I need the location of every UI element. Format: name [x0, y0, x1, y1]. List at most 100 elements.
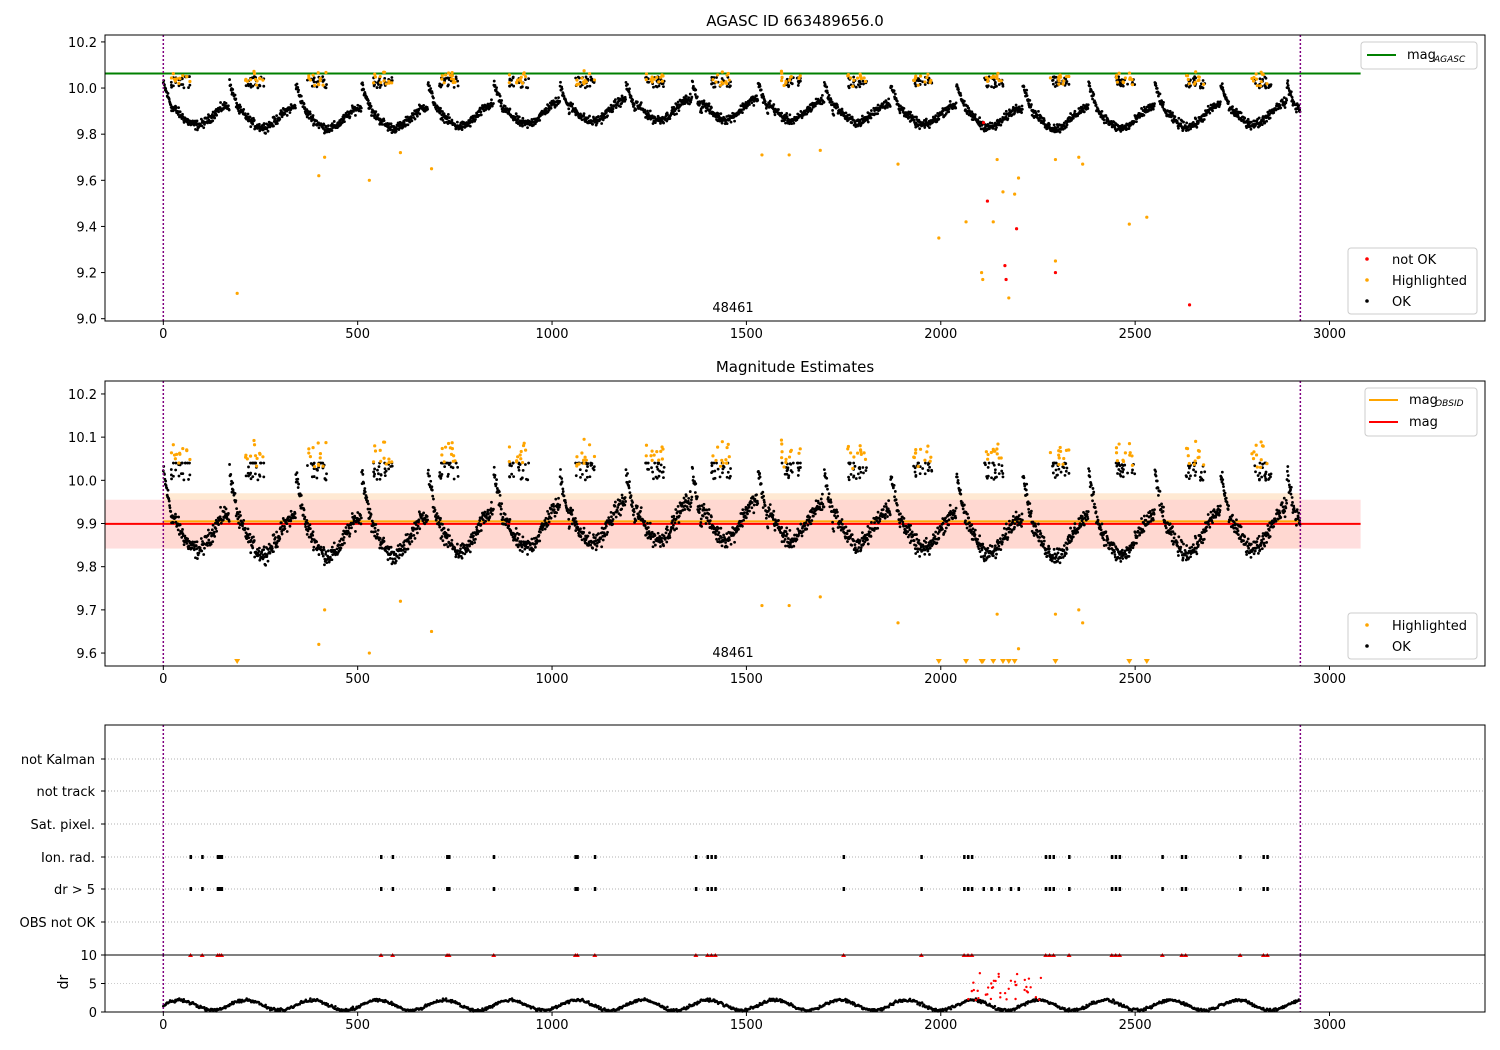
ok-point: [859, 82, 863, 86]
ok-point: [398, 126, 402, 130]
ok-point: [978, 116, 982, 120]
highlighted-point: [851, 84, 855, 88]
ok-point: [1285, 98, 1289, 102]
highlighted-point: [1251, 79, 1256, 83]
ok-point: [761, 92, 765, 96]
highlighted-point: [373, 72, 377, 76]
ok-point: [712, 85, 716, 89]
ok-point: [560, 480, 564, 484]
ok-point: [520, 85, 524, 89]
ok-point: [257, 546, 261, 550]
ok-point: [611, 518, 615, 521]
ok-point: [895, 99, 899, 103]
ok-point: [659, 122, 662, 125]
ok-point: [626, 472, 629, 475]
ok-point: [693, 93, 697, 96]
highlighted-point: [896, 162, 900, 166]
ok-point: [422, 511, 426, 515]
ok-point: [1048, 123, 1051, 127]
ok-point: [511, 76, 515, 80]
ok-point: [947, 107, 951, 111]
ok-point: [1011, 105, 1015, 109]
ok-point: [1102, 118, 1106, 122]
ok-point: [262, 122, 266, 125]
ok-point: [380, 546, 384, 550]
ok-point: [675, 112, 678, 116]
ok-point: [959, 94, 963, 97]
ok-point: [1024, 91, 1028, 95]
ok-point: [1177, 126, 1180, 130]
highlighted-point: [440, 77, 444, 81]
not-ok-point: [985, 199, 990, 203]
highlighted-point: [1081, 162, 1085, 166]
ok-point: [231, 88, 235, 91]
ok-point: [168, 506, 172, 510]
highlighted-point: [1184, 74, 1189, 78]
ok-point: [410, 119, 414, 123]
ok-point: [514, 526, 518, 530]
ok-point: [231, 481, 235, 485]
ok-point: [569, 506, 573, 510]
ok-point: [401, 552, 405, 556]
ok-point: [606, 530, 609, 534]
ok-point: [557, 496, 560, 500]
ok-point: [552, 505, 556, 508]
ok-point: [937, 117, 941, 121]
ok-point: [829, 98, 833, 102]
ok-point: [700, 524, 704, 528]
ok-point: [1051, 75, 1055, 79]
ok-point: [503, 512, 507, 516]
ok-point: [1249, 120, 1253, 124]
ok-point: [559, 468, 562, 471]
highlighted-point: [925, 75, 929, 80]
ok-point: [264, 563, 268, 567]
ok-point: [940, 112, 944, 116]
ok-point: [651, 122, 655, 125]
ok-point: [343, 120, 346, 124]
ok-point: [311, 114, 315, 117]
ok-point: [1209, 103, 1213, 107]
ok-point: [555, 511, 558, 515]
ok-point: [375, 86, 379, 89]
ok-point: [1179, 122, 1183, 126]
highlighted-point: [582, 69, 586, 73]
highlighted-point: [178, 77, 182, 81]
agasc-panel-title: AGASC ID 663489656.0: [706, 12, 884, 30]
ok-point: [582, 114, 586, 118]
ok-point: [474, 118, 477, 121]
ok-point: [288, 111, 292, 114]
ok-point: [468, 550, 472, 554]
ok-point: [529, 120, 533, 124]
ok-point: [214, 527, 218, 531]
ok-point: [429, 87, 433, 90]
ok-point: [857, 122, 861, 126]
ok-point: [613, 500, 617, 504]
ok-point: [382, 536, 386, 540]
ok-point: [297, 88, 300, 92]
ok-point: [164, 479, 168, 483]
ok-point: [585, 84, 589, 88]
ok-point: [639, 101, 643, 105]
highlighted-point: [515, 81, 519, 85]
ok-point: [492, 79, 496, 83]
highlighted-point: [1058, 73, 1062, 77]
highlighted-point: [779, 69, 784, 73]
ok-point: [692, 84, 695, 88]
ok-point: [703, 104, 707, 108]
ok-point: [992, 78, 996, 82]
ok-point: [1223, 93, 1227, 97]
highlighted-point: [378, 75, 382, 79]
ok-point: [249, 82, 253, 86]
ok-point: [606, 114, 609, 118]
ok-point: [1290, 95, 1294, 99]
ok-point: [299, 94, 303, 98]
ok-point: [207, 538, 211, 542]
ok-point: [725, 84, 729, 88]
ok-point: [421, 514, 424, 517]
p1-ytick-label: 9.0: [76, 313, 97, 328]
ok-point: [672, 524, 675, 527]
ok-point: [1260, 123, 1264, 126]
highlighted-point: [727, 78, 731, 82]
ok-point: [588, 84, 592, 88]
ok-point: [1172, 117, 1176, 121]
